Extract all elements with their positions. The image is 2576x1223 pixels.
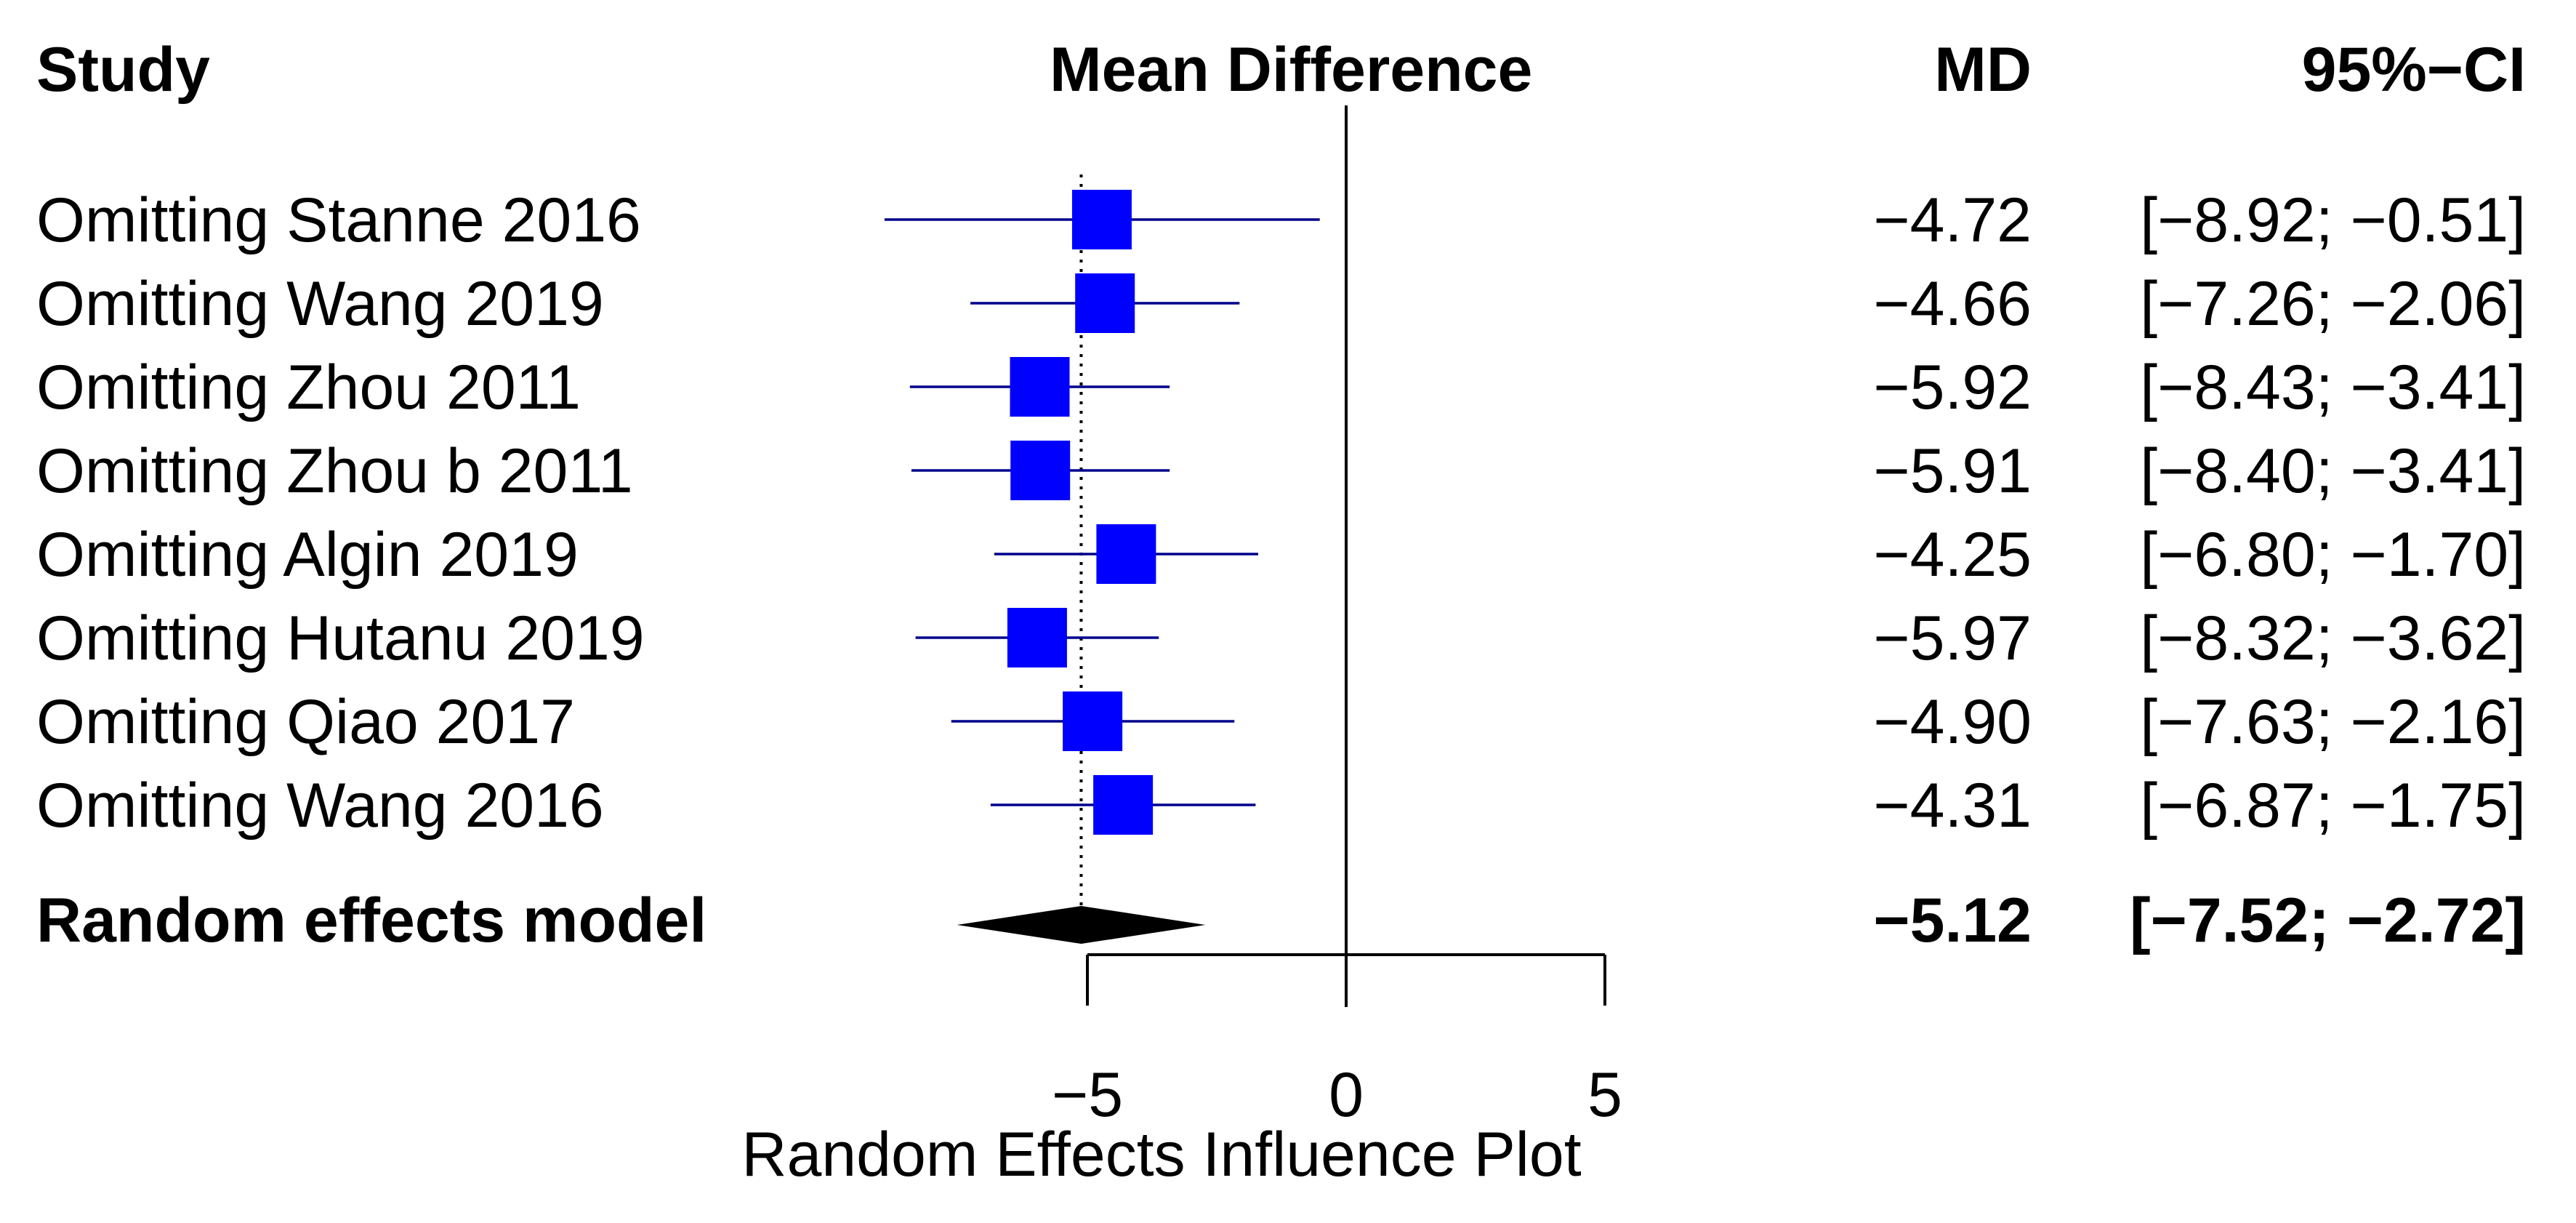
study-label: Omitting Wang 2016 xyxy=(36,771,604,841)
study-effect-marker xyxy=(1071,190,1132,249)
x-tick-label: −5 xyxy=(1052,1060,1123,1130)
study-label: Omitting Algin 2019 xyxy=(36,520,579,590)
study-label: Omitting Hutanu 2019 xyxy=(36,604,645,673)
study-effect-marker xyxy=(1075,273,1135,333)
study-label: Omitting Zhou b 2011 xyxy=(36,436,633,506)
study-ci-value: [−8.40; −3.41] xyxy=(2140,436,2526,506)
study-md-value: −5.97 xyxy=(1873,604,2032,673)
study-row: Omitting Algin 2019 −4.25 [−6.80; −1.70] xyxy=(36,520,2526,590)
header-study: Study xyxy=(36,35,210,105)
study-effect-marker xyxy=(1007,608,1067,667)
study-row: Omitting Hutanu 2019 −5.97 [−8.32; −3.62] xyxy=(36,604,2526,673)
x-axis-label: Random Effects Influence Plot xyxy=(741,1120,1581,1190)
pooled-md-value: −5.12 xyxy=(1873,886,2032,955)
study-md-value: −4.90 xyxy=(1873,687,2032,757)
study-label: Omitting Zhou 2011 xyxy=(36,353,581,422)
study-md-value: −4.66 xyxy=(1873,269,2032,339)
study-ci-value: [−7.63; −2.16] xyxy=(2140,687,2526,757)
study-row: Omitting Wang 2019 −4.66 [−7.26; −2.06] xyxy=(36,269,2526,339)
study-label: Omitting Qiao 2017 xyxy=(36,687,575,757)
pooled-label: Random effects model xyxy=(36,886,707,955)
study-label: Omitting Stanne 2016 xyxy=(36,185,641,255)
header-mean-difference: Mean Difference xyxy=(1050,35,1532,105)
pooled-diamond xyxy=(957,906,1206,944)
x-tick-label: 0 xyxy=(1329,1060,1364,1130)
study-row: Omitting Stanne 2016 −4.72 [−8.92; −0.51] xyxy=(36,185,2526,255)
x-axis: −5 0 5 xyxy=(1052,953,1622,1130)
study-row: Omitting Zhou 2011 −5.92 [−8.43; −3.41] xyxy=(36,353,2526,422)
study-effect-marker xyxy=(1096,524,1156,584)
study-effect-marker xyxy=(1063,691,1123,751)
study-ci-value: [−6.87; −1.75] xyxy=(2140,771,2526,841)
header-ci: 95%−CI xyxy=(2302,35,2526,105)
study-effect-marker xyxy=(1010,441,1071,500)
study-ci-value: [−8.32; −3.62] xyxy=(2140,604,2526,673)
study-effect-marker xyxy=(1093,775,1154,835)
study-md-value: −4.72 xyxy=(1873,185,2032,255)
study-ci-value: [−8.43; −3.41] xyxy=(2140,353,2526,422)
study-ci-value: [−8.92; −0.51] xyxy=(2140,185,2526,255)
study-md-value: −5.91 xyxy=(1873,436,2032,506)
x-tick-label: 5 xyxy=(1587,1060,1622,1130)
study-ci-value: [−7.26; −2.06] xyxy=(2140,269,2526,339)
study-row: Omitting Wang 2016 −4.31 [−6.87; −1.75] xyxy=(36,771,2526,841)
study-row: Omitting Qiao 2017 −4.90 [−7.63; −2.16] xyxy=(36,687,2526,757)
study-ci-value: [−6.80; −1.70] xyxy=(2140,520,2526,590)
study-label: Omitting Wang 2019 xyxy=(36,269,604,339)
study-md-value: −5.92 xyxy=(1873,353,2032,422)
study-effect-marker xyxy=(1010,357,1070,417)
study-md-value: −4.25 xyxy=(1873,520,2032,590)
pooled-ci-value: [−7.52; −2.72] xyxy=(2130,886,2526,955)
study-row: Omitting Zhou b 2011 −5.91 [−8.40; −3.41] xyxy=(36,436,2526,506)
study-md-value: −4.31 xyxy=(1873,771,2032,841)
header-md: MD xyxy=(1934,35,2032,105)
